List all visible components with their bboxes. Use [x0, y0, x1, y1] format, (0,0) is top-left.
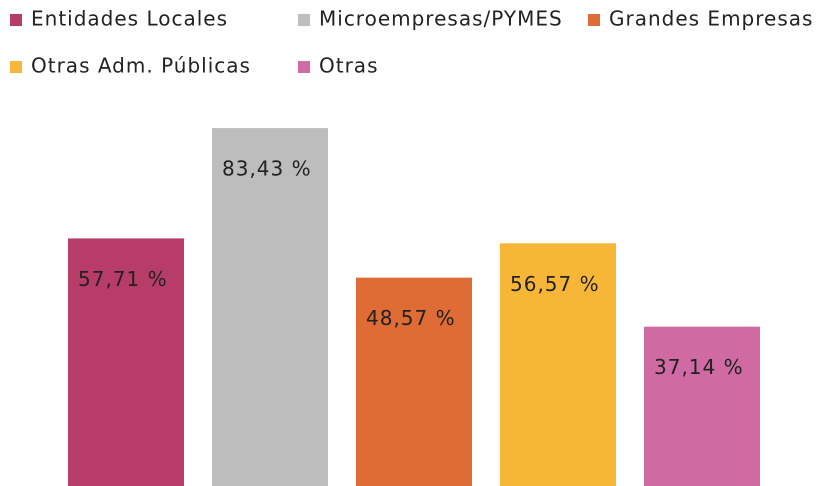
- data-label: 56,57 %: [510, 272, 600, 296]
- legend-swatch: [10, 61, 22, 73]
- bar: [356, 277, 472, 486]
- bar: [212, 128, 328, 486]
- legend-swatch: [588, 14, 600, 26]
- bar: [68, 238, 184, 486]
- data-label: 37,14 %: [654, 355, 744, 379]
- bar: [500, 243, 616, 486]
- legend-swatch: [298, 14, 310, 26]
- data-label: 48,57 %: [366, 306, 456, 330]
- bar: [644, 326, 760, 486]
- data-label: 83,43 %: [222, 157, 312, 181]
- legend-label: Otras: [319, 54, 378, 78]
- legend-swatch: [298, 61, 310, 73]
- legend-swatch: [10, 14, 22, 26]
- legend-label: Microempresas/PYMES: [319, 7, 563, 31]
- legend-label: Grandes Empresas: [609, 7, 813, 31]
- legend-label: Otras Adm. Públicas: [31, 54, 251, 78]
- data-label: 57,71 %: [78, 267, 168, 291]
- legend-label: Entidades Locales: [31, 7, 228, 31]
